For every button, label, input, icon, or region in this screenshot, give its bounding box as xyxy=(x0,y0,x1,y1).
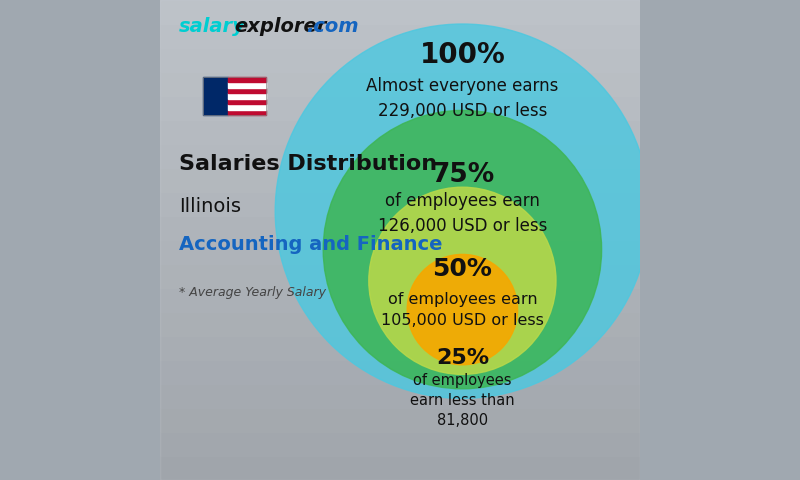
Circle shape xyxy=(275,24,650,398)
Text: 50%: 50% xyxy=(433,257,492,281)
Bar xyxy=(160,191,640,216)
Circle shape xyxy=(407,254,518,365)
Text: Almost everyone earns
229,000 USD or less: Almost everyone earns 229,000 USD or les… xyxy=(366,77,558,120)
Bar xyxy=(228,82,266,88)
Bar xyxy=(228,110,266,115)
Text: 75%: 75% xyxy=(430,162,494,188)
Bar xyxy=(228,88,266,93)
Text: 25%: 25% xyxy=(436,348,489,368)
Text: explorer: explorer xyxy=(234,17,326,36)
Bar xyxy=(160,23,640,48)
Bar xyxy=(160,263,640,288)
Bar xyxy=(160,383,640,408)
Bar xyxy=(160,167,640,192)
Bar xyxy=(160,407,640,432)
Bar xyxy=(228,99,266,104)
Bar xyxy=(160,239,640,264)
Text: of employees earn
105,000 USD or less: of employees earn 105,000 USD or less xyxy=(381,292,544,328)
Bar xyxy=(160,431,640,456)
Bar xyxy=(160,335,640,360)
Text: of employees
earn less than
81,800: of employees earn less than 81,800 xyxy=(410,373,514,428)
Bar xyxy=(228,104,266,110)
Bar xyxy=(228,93,266,99)
Text: Illinois: Illinois xyxy=(179,197,242,216)
Text: .com: .com xyxy=(306,17,359,36)
Bar xyxy=(160,311,640,336)
Text: Salaries Distribution: Salaries Distribution xyxy=(179,154,438,174)
Bar xyxy=(160,359,640,384)
Text: of employees earn
126,000 USD or less: of employees earn 126,000 USD or less xyxy=(378,192,547,235)
Bar xyxy=(160,71,640,96)
Bar xyxy=(160,0,640,24)
Text: Accounting and Finance: Accounting and Finance xyxy=(179,235,442,254)
Text: salary: salary xyxy=(179,17,246,36)
Bar xyxy=(160,215,640,240)
Bar xyxy=(160,119,640,144)
Bar xyxy=(160,455,640,480)
Bar xyxy=(160,95,640,120)
Text: 100%: 100% xyxy=(419,41,506,69)
Bar xyxy=(160,287,640,312)
Circle shape xyxy=(323,110,602,389)
Bar xyxy=(160,47,640,72)
Bar xyxy=(203,77,266,115)
Bar xyxy=(160,143,640,168)
Text: * Average Yearly Salary: * Average Yearly Salary xyxy=(179,286,326,299)
Circle shape xyxy=(369,187,556,374)
Bar xyxy=(203,77,228,115)
Bar xyxy=(228,77,266,82)
